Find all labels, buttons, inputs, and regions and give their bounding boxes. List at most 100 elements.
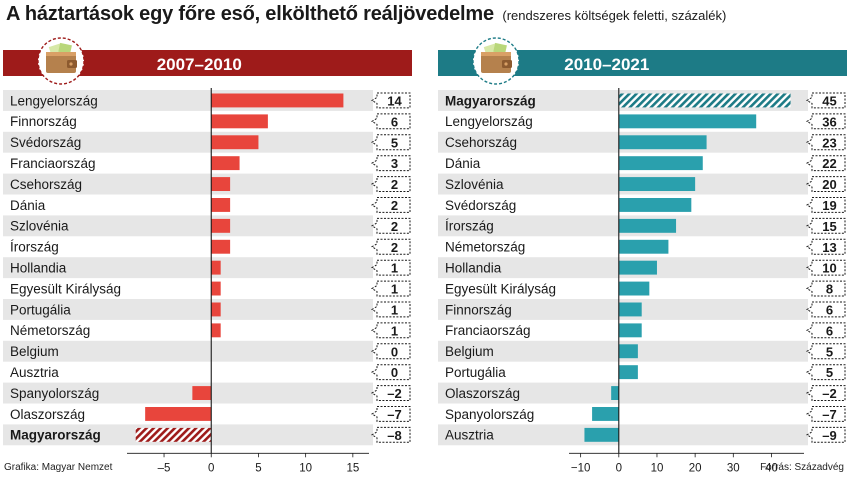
left-header-title: 2007–2010	[157, 55, 242, 74]
category-label: Szlovénia	[10, 219, 69, 234]
data-label: 36	[822, 114, 836, 129]
value-box	[806, 343, 846, 360]
category-label: Németország	[445, 240, 525, 255]
value-box	[806, 113, 846, 130]
value-box	[371, 343, 411, 360]
category-label: Szlovénia	[445, 177, 504, 192]
data-label: –9	[822, 428, 836, 443]
value-box	[371, 217, 411, 234]
row-stripe	[3, 382, 373, 404]
wallet-icon	[472, 37, 520, 85]
x-tick-label: 10	[651, 462, 664, 474]
category-label: Belgium	[10, 344, 59, 359]
bar	[618, 344, 638, 359]
category-label: Dánia	[10, 198, 46, 213]
bar	[618, 323, 642, 338]
bar	[618, 365, 638, 380]
row-stripe	[3, 257, 373, 279]
x-tick-label: 10	[299, 462, 312, 474]
bar	[618, 114, 757, 129]
value-box	[806, 280, 846, 297]
data-label: –7	[387, 407, 401, 422]
data-label: 1	[391, 302, 398, 317]
bar	[618, 93, 791, 108]
value-box	[806, 301, 846, 318]
data-label: 3	[391, 156, 398, 171]
bar	[211, 198, 231, 212]
value-box	[806, 238, 846, 255]
category-label: Franciaország	[10, 156, 96, 171]
data-label: 45	[822, 93, 836, 108]
value-box	[371, 176, 411, 192]
value-box	[806, 176, 846, 192]
category-label: Egyesült Királyság	[10, 281, 121, 296]
data-label: 20	[822, 177, 836, 192]
category-label: Írország	[445, 219, 494, 234]
chart-subtitle: (rendszeres költségek feletti, százalék)	[502, 8, 727, 23]
bar	[618, 281, 650, 296]
value-box	[806, 92, 846, 109]
data-label: 14	[387, 93, 402, 108]
row-stripe	[3, 173, 373, 195]
value-box	[806, 364, 846, 381]
bar	[211, 239, 231, 254]
x-tick-label: 20	[689, 462, 702, 474]
value-box	[806, 197, 846, 213]
category-label: Csehország	[445, 135, 517, 150]
category-label: Ausztria	[445, 428, 494, 443]
bar	[584, 427, 619, 442]
category-label: Portugália	[10, 302, 71, 317]
bar	[211, 156, 240, 171]
data-label: 23	[822, 135, 836, 150]
category-label: Hollandia	[445, 260, 502, 275]
row-stripe	[3, 215, 373, 237]
value-box	[806, 426, 846, 443]
bar	[211, 93, 344, 108]
value-box	[371, 259, 411, 276]
category-label: Magyarország	[445, 93, 536, 108]
bar	[618, 156, 703, 171]
value-box	[806, 155, 846, 172]
value-box	[371, 301, 411, 318]
value-box	[806, 217, 846, 234]
data-label: 22	[822, 156, 836, 171]
data-label: 0	[391, 344, 398, 359]
bar	[618, 239, 669, 254]
bar	[618, 302, 642, 317]
x-tick-label: –5	[158, 462, 171, 474]
wallet-icon	[37, 37, 85, 85]
value-box	[806, 322, 846, 339]
x-tick-label: 0	[616, 462, 622, 474]
data-label: 6	[826, 323, 833, 338]
category-label: Finnország	[10, 114, 77, 129]
value-box	[806, 259, 846, 276]
x-tick-label: 5	[255, 462, 261, 474]
bar	[211, 260, 221, 275]
category-label: Olaszország	[445, 386, 520, 401]
data-label: 5	[826, 344, 833, 359]
value-box	[371, 92, 411, 109]
data-label: 2	[391, 177, 398, 192]
credit-text: Grafika: Magyar Nemzet	[4, 462, 113, 473]
bar	[211, 281, 221, 296]
bar	[618, 218, 677, 233]
data-label: 19	[822, 198, 836, 213]
row-stripe	[3, 299, 373, 320]
bar	[211, 218, 231, 233]
data-label: 10	[822, 261, 836, 276]
category-label: Belgium	[445, 344, 494, 359]
bar	[618, 135, 707, 150]
value-box	[806, 385, 846, 401]
data-label: 6	[826, 302, 833, 317]
category-label: Hollandia	[10, 260, 67, 275]
category-label: Dánia	[445, 156, 481, 171]
value-box	[371, 113, 411, 130]
data-label: 5	[826, 365, 833, 380]
category-label: Svédország	[10, 135, 81, 150]
category-label: Németország	[10, 323, 90, 338]
value-box	[371, 134, 411, 151]
row-stripe	[438, 424, 808, 446]
data-label: –2	[387, 386, 401, 401]
category-label: Finnország	[445, 302, 512, 317]
category-label: Olaszország	[10, 407, 85, 422]
